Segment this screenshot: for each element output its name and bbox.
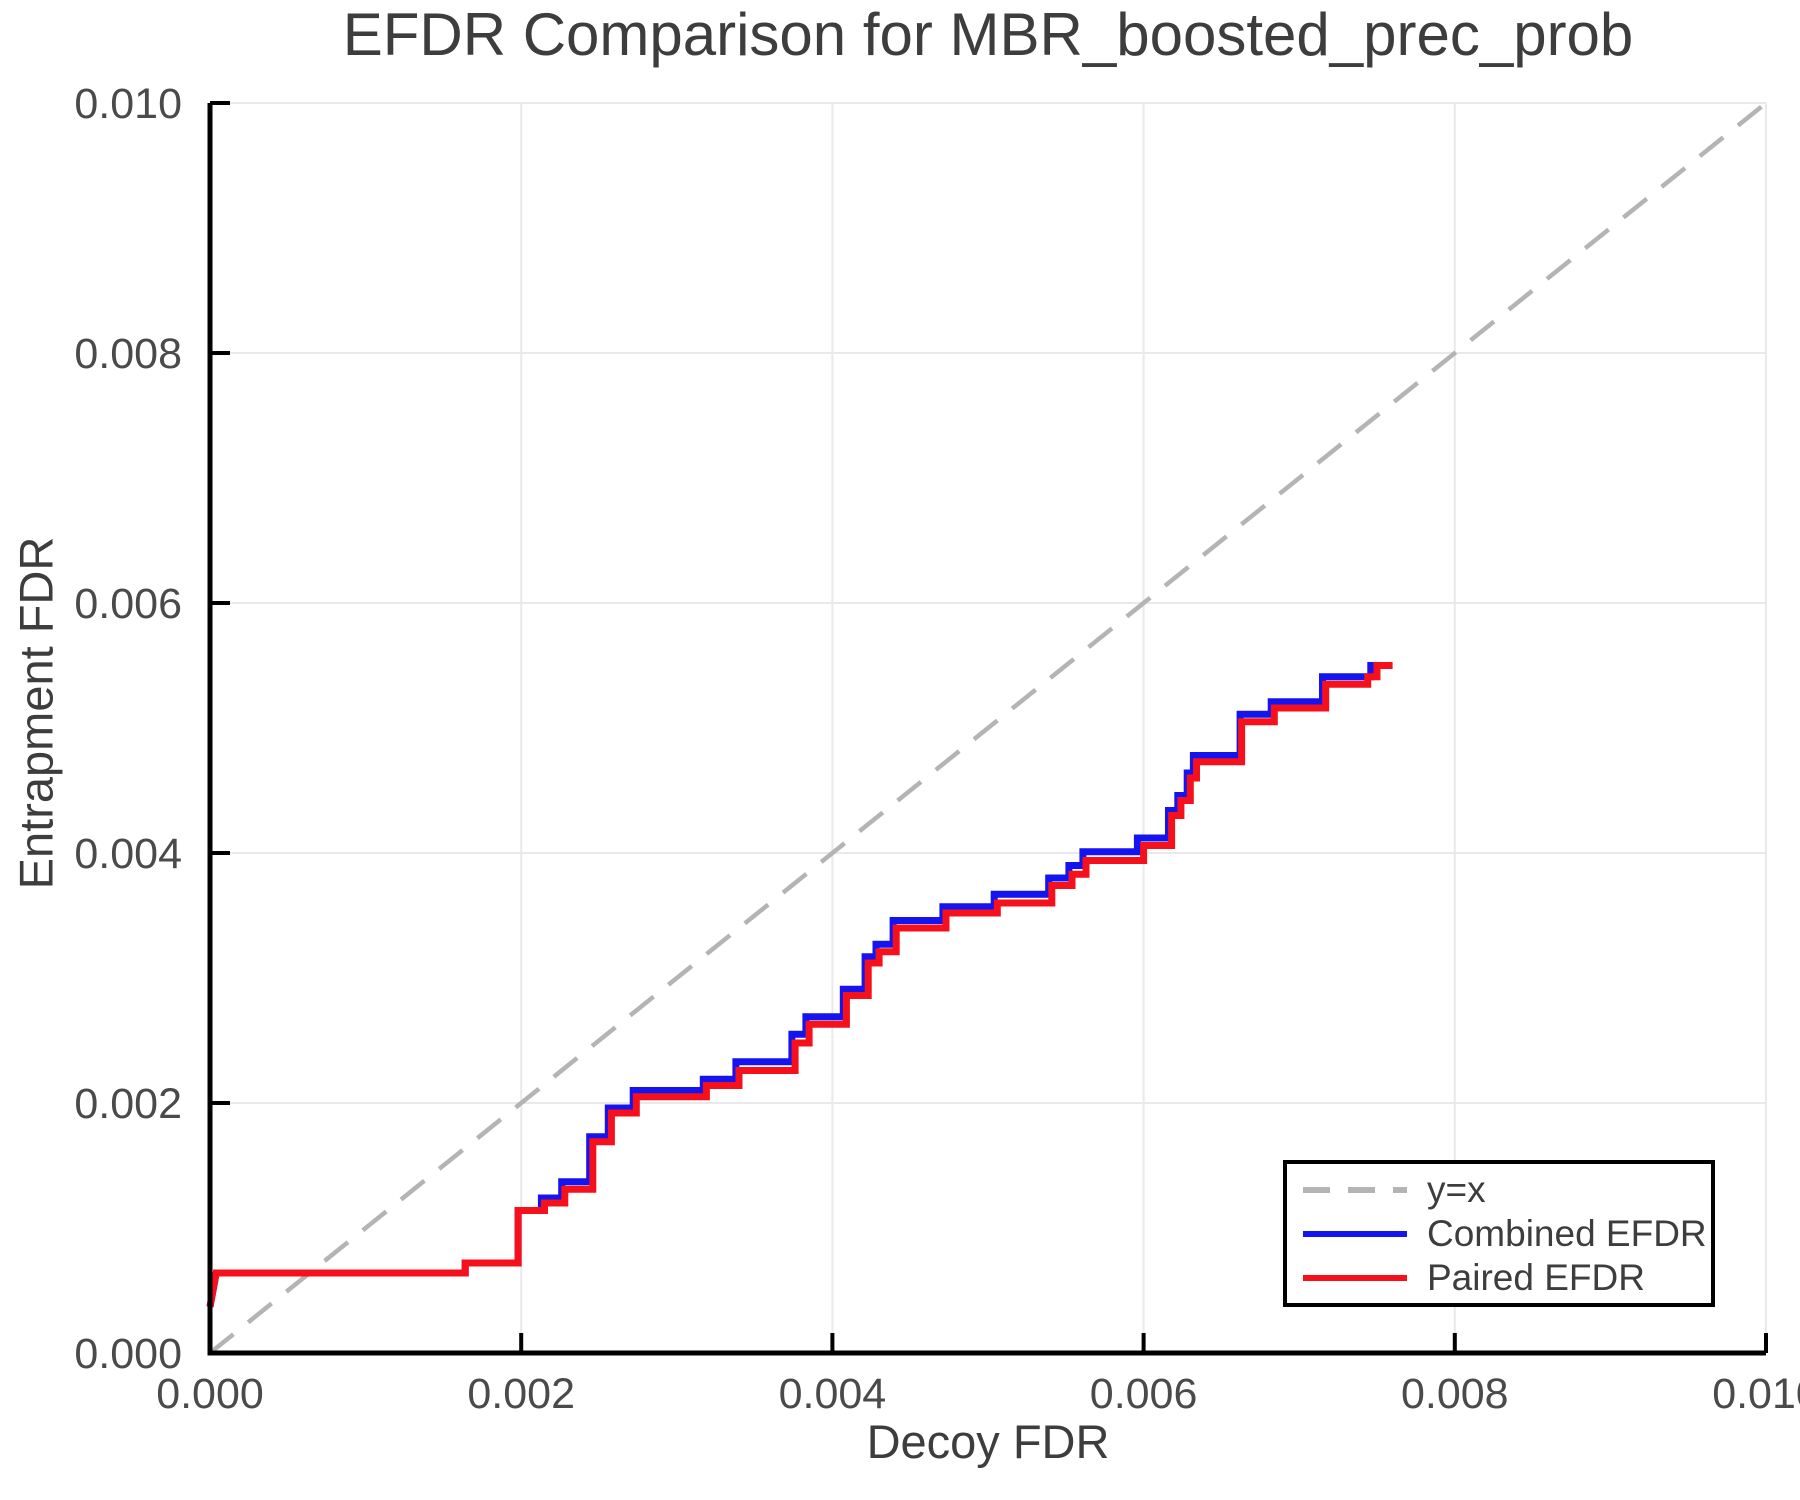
legend-item-combined-efdr: Combined EFDR (1303, 1212, 1711, 1256)
y-axis-label: Entrapment FDR (9, 536, 63, 890)
chart-title: EFDR Comparison for MBR_boosted_prec_pro… (342, 1, 1634, 68)
legend-item-yx: y=x (1303, 1168, 1711, 1212)
legend-label: y=x (1427, 1169, 1486, 1210)
y-tick-label: 0.008 (74, 330, 182, 378)
y-tick-label: 0.004 (74, 830, 182, 878)
series-line-paired-efdr (206, 662, 1393, 1308)
x-axis-label: Decoy FDR (866, 1415, 1110, 1468)
reference-line-y-equals-x (208, 101, 1768, 1355)
x-tick-label: 0.004 (779, 1370, 887, 1418)
x-tick-label: 0.002 (467, 1370, 575, 1418)
legend: y=x Combined EFDR Paired EFDR (1283, 1160, 1715, 1307)
x-tick-label: 0.010 (1712, 1370, 1800, 1418)
x-tick-label: 0.000 (156, 1370, 264, 1418)
legend-label: Combined EFDR (1427, 1213, 1707, 1254)
y-tick-label: 0.002 (74, 1080, 182, 1128)
y-tick-label: 0.000 (74, 1330, 182, 1378)
x-tick-label: 0.006 (1090, 1370, 1198, 1418)
legend-item-paired-efdr: Paired EFDR (1303, 1256, 1711, 1300)
legend-label: Paired EFDR (1427, 1257, 1645, 1298)
blue-line-icon (1303, 1230, 1407, 1237)
red-line-icon (1303, 1274, 1407, 1281)
y-tick-label: 0.010 (74, 80, 182, 128)
dashed-line-icon (1303, 1186, 1407, 1193)
y-tick-label: 0.006 (74, 580, 182, 628)
x-tick-label: 0.008 (1401, 1370, 1509, 1418)
